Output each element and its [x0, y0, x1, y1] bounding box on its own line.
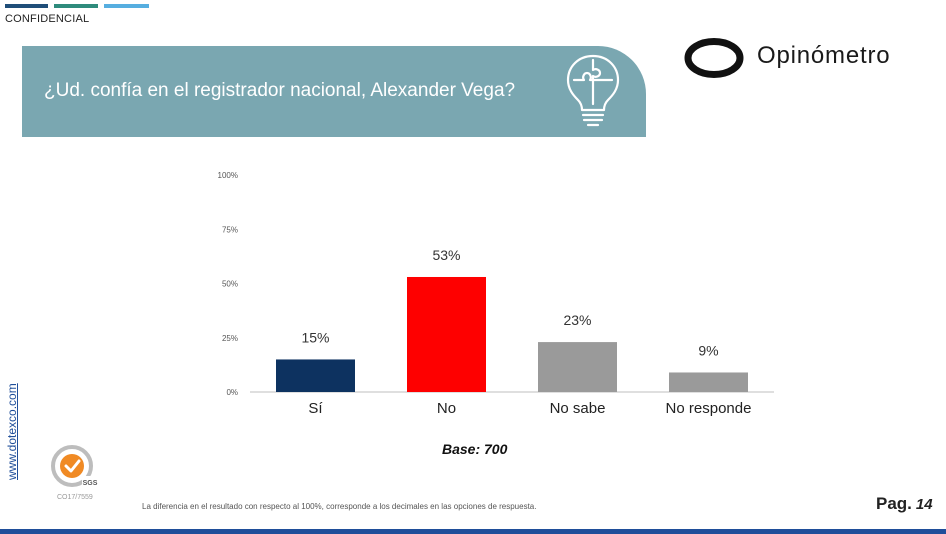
y-tick-label: 25% — [222, 334, 238, 343]
top-accent-line-1 — [5, 4, 48, 8]
bar-chart: 0% 25% 50% 75% 100% 15% Sí 53% No 23% No sabe 9% No … — [218, 171, 774, 417]
bar — [407, 276, 486, 392]
top-accent-line-3 — [104, 4, 149, 8]
page-indicator: Pag. 14 — [876, 494, 933, 514]
data-label: 53% — [432, 247, 460, 263]
bar — [538, 342, 617, 392]
bar — [669, 372, 748, 392]
bottom-accent-bar — [0, 529, 946, 534]
question-text: ¿Ud. confía en el registrador nacional, … — [44, 80, 516, 101]
top-accent-line-2 — [54, 4, 98, 8]
category-label: No — [437, 400, 456, 417]
lightbulb-puzzle-icon — [566, 54, 620, 127]
brand-name: Opinómetro — [757, 42, 891, 69]
bar — [276, 359, 355, 392]
base-label: Base: 700 — [442, 441, 508, 457]
data-label: 9% — [698, 342, 718, 358]
page-number: 14 — [915, 496, 933, 513]
category-label: Sí — [308, 400, 323, 417]
certification-code: CO17/7559 — [57, 494, 93, 501]
sgs-certification-seal-icon: SGS — [51, 445, 98, 487]
data-label: 23% — [563, 312, 591, 328]
opinometro-logo-icon — [684, 38, 744, 78]
confidential-label: CONFIDENCIAL — [5, 13, 90, 25]
y-tick-label: 0% — [226, 388, 238, 397]
y-tick-label: 100% — [218, 171, 238, 180]
data-label: 15% — [301, 329, 329, 345]
category-label: No sabe — [550, 400, 606, 417]
y-tick-label: 75% — [222, 225, 238, 234]
svg-text:SGS: SGS — [83, 480, 98, 487]
footnote: La diferencia en el resultado con respec… — [142, 502, 537, 511]
website-link[interactable]: www.dotexco.com — [5, 383, 19, 480]
y-tick-label: 50% — [222, 280, 238, 289]
category-label: No responde — [666, 400, 752, 417]
question-banner — [22, 46, 646, 137]
page-label: Pag. — [876, 494, 912, 513]
